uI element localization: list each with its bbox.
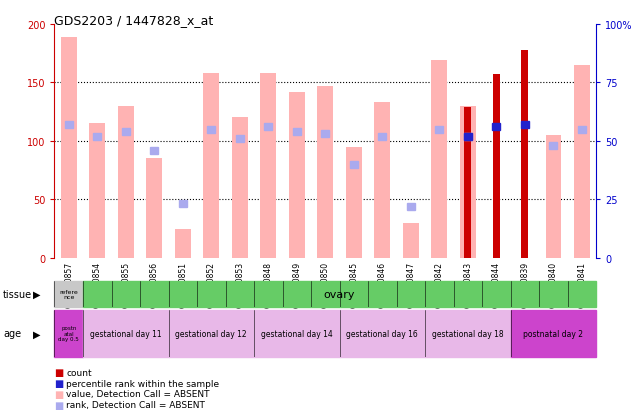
Bar bbox=[493, 75, 500, 258]
Bar bbox=[549, 142, 558, 150]
Bar bbox=[122, 128, 129, 135]
Text: ▶: ▶ bbox=[33, 289, 41, 299]
Bar bbox=[317, 87, 333, 258]
Bar bbox=[464, 133, 472, 140]
Bar bbox=[207, 126, 215, 133]
Text: gestational day 18: gestational day 18 bbox=[432, 329, 504, 338]
Text: tissue: tissue bbox=[3, 289, 32, 299]
Text: gestational day 14: gestational day 14 bbox=[261, 329, 333, 338]
Bar bbox=[403, 223, 419, 258]
Bar bbox=[431, 61, 447, 258]
Text: percentile rank within the sample: percentile rank within the sample bbox=[66, 379, 219, 388]
Bar bbox=[350, 161, 358, 168]
Bar bbox=[169, 310, 254, 357]
Text: gestational day 12: gestational day 12 bbox=[176, 329, 247, 338]
Bar bbox=[435, 126, 444, 133]
Text: postn
atal
day 0.5: postn atal day 0.5 bbox=[58, 325, 79, 342]
Bar bbox=[378, 133, 387, 140]
Bar bbox=[321, 131, 329, 138]
Bar bbox=[545, 135, 562, 258]
Bar bbox=[574, 66, 590, 258]
Text: ■: ■ bbox=[54, 400, 63, 410]
Bar bbox=[264, 124, 272, 131]
Text: GDS2203 / 1447828_x_at: GDS2203 / 1447828_x_at bbox=[54, 14, 213, 27]
Text: ■: ■ bbox=[54, 378, 63, 388]
Text: age: age bbox=[3, 328, 21, 339]
Bar bbox=[511, 310, 596, 357]
Bar bbox=[460, 107, 476, 258]
Bar bbox=[93, 133, 101, 140]
Bar bbox=[146, 159, 162, 258]
Bar bbox=[232, 118, 247, 258]
Bar bbox=[54, 310, 83, 357]
Bar bbox=[464, 108, 471, 258]
Bar bbox=[340, 310, 425, 357]
Text: value, Detection Call = ABSENT: value, Detection Call = ABSENT bbox=[66, 389, 210, 399]
Bar bbox=[464, 133, 472, 140]
Text: ■: ■ bbox=[54, 389, 63, 399]
Bar bbox=[289, 93, 304, 258]
Bar bbox=[203, 74, 219, 258]
Bar bbox=[521, 50, 528, 258]
Bar bbox=[236, 135, 244, 142]
Bar bbox=[65, 121, 72, 128]
Bar bbox=[425, 310, 511, 357]
Bar bbox=[492, 124, 501, 131]
Text: postnatal day 2: postnatal day 2 bbox=[523, 329, 583, 338]
Bar bbox=[118, 107, 133, 258]
Text: ■: ■ bbox=[54, 368, 63, 377]
Text: gestational day 11: gestational day 11 bbox=[90, 329, 162, 338]
Bar bbox=[150, 147, 158, 154]
Text: ovary: ovary bbox=[324, 289, 355, 299]
Bar bbox=[179, 201, 187, 208]
Bar bbox=[578, 126, 586, 133]
Bar bbox=[254, 310, 340, 357]
Text: refere
nce: refere nce bbox=[60, 289, 78, 299]
Bar bbox=[89, 124, 105, 258]
Text: rank, Detection Call = ABSENT: rank, Detection Call = ABSENT bbox=[66, 400, 205, 409]
Bar bbox=[407, 203, 415, 210]
Text: ▶: ▶ bbox=[33, 328, 41, 339]
Bar bbox=[260, 74, 276, 258]
Bar bbox=[175, 229, 190, 258]
Bar bbox=[521, 121, 529, 128]
Bar bbox=[54, 281, 83, 308]
Bar bbox=[374, 103, 390, 258]
Bar bbox=[346, 147, 362, 258]
Text: gestational day 16: gestational day 16 bbox=[346, 329, 418, 338]
Bar bbox=[83, 310, 169, 357]
Bar bbox=[293, 128, 301, 135]
Text: count: count bbox=[66, 368, 92, 377]
Bar bbox=[61, 38, 76, 258]
